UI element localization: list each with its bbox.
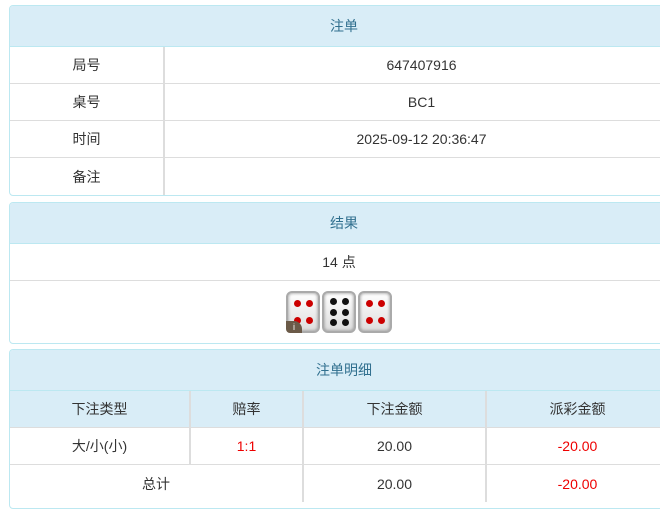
time-row: 时间 2025-09-12 20:36:47: [10, 121, 660, 158]
die-pip: [305, 316, 313, 324]
header-bet-amount: 下注金额: [304, 391, 487, 427]
detail-row: 大/小(小) 1:1 20.00 -20.00: [10, 428, 660, 465]
die-pip: [305, 300, 313, 308]
note-value: [165, 158, 660, 195]
table-value: BC1: [407, 94, 436, 110]
die-pip: [329, 319, 337, 327]
points-value: 14 点: [322, 254, 356, 270]
header-payout: 派彩金额: [549, 401, 606, 417]
header-odds: 赔率: [191, 391, 304, 427]
order-panel-title: 注单: [10, 6, 660, 47]
die-pip: [377, 316, 385, 324]
detail-panel-title: 注单明细: [10, 350, 660, 391]
die-pip: [341, 297, 349, 305]
points-row: 14 点: [10, 244, 660, 281]
result-panel: 结果 14 点 i: [9, 202, 660, 344]
note-row: 备注: [10, 158, 660, 195]
detail-header-row: 下注类型 赔率 下注金额 派彩金额: [10, 391, 660, 428]
result-panel-title: 结果: [10, 203, 660, 244]
die-pip: [365, 300, 373, 308]
detail-panel: 注单明细 下注类型 赔率 下注金额 派彩金额 大/小(小) 1:1 20.00 …: [9, 349, 660, 509]
table-row: 桌号 BC1: [10, 84, 660, 121]
payout: -20.00: [557, 438, 598, 454]
die-pip: [329, 297, 337, 305]
die-pip: [293, 316, 301, 324]
die-6: [322, 291, 356, 333]
table-label: 桌号: [10, 84, 165, 120]
die-pip: [341, 319, 349, 327]
round-row: 局号 647407916: [10, 47, 660, 84]
die-pip: [365, 316, 373, 324]
time-label: 时间: [10, 121, 165, 157]
dice-row: i: [10, 281, 660, 343]
total-row: 总计 20.00 -20.00: [10, 465, 660, 502]
odds: 1:1: [191, 428, 304, 464]
info-badge-icon[interactable]: i: [286, 321, 302, 333]
total-payout: -20.00: [557, 475, 598, 492]
total-bet: 20.00: [304, 465, 487, 502]
die-pip: [329, 308, 337, 316]
order-panel: 注单 局号 647407916 桌号 BC1 时间 2025-09-12 20:36:…: [9, 5, 660, 196]
note-label: 备注: [10, 158, 165, 195]
die-pip: [377, 300, 385, 308]
die-4: [358, 291, 392, 333]
bet-type: 大/小(小): [10, 428, 191, 464]
round-label: 局号: [10, 47, 165, 83]
die-4: i: [286, 291, 320, 333]
round-value: 647407916: [386, 57, 457, 73]
time-value: 2025-09-12 20:36:47: [356, 131, 487, 147]
die-pip: [341, 308, 349, 316]
total-label: 总计: [10, 465, 304, 502]
die-pip: [293, 300, 301, 308]
header-bet-type: 下注类型: [10, 391, 191, 427]
bet-amount: 20.00: [304, 428, 487, 464]
